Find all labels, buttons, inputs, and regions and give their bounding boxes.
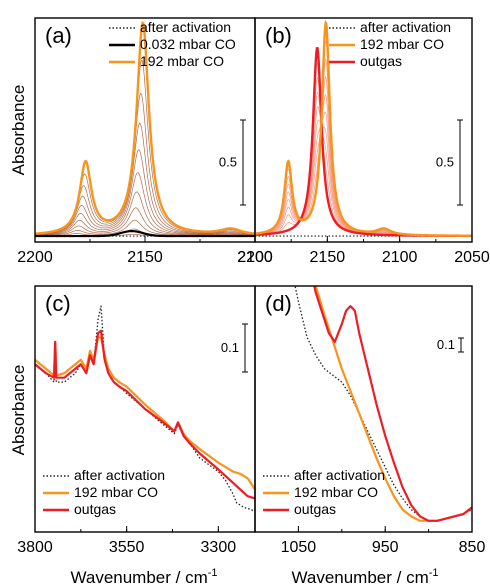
legend-label: outgas [360,53,402,69]
legend-label: outgas [74,501,116,517]
legend-label: 0.032 mbar CO [140,36,236,52]
series-outgas [35,329,255,500]
panel-label-c: (c) [45,291,71,316]
series-192-mbar-co [35,336,255,491]
plot-area-a [35,20,255,238]
series-intermediate-10 [35,59,255,235]
series-intermediate-8 [255,62,472,237]
series-intermediate-6 [35,172,255,236]
plot-area-d [294,286,472,522]
x-axis-title-right-text: Wavenumber / cm [291,568,428,587]
legend-label: 192 mbar CO [74,484,158,500]
x-tick-label: 2100 [237,249,273,266]
x-axis-title-left: Wavenumber / cm-1 [70,567,217,587]
plot-area-b [255,19,472,238]
y-axis-title-bottom: Absorbance [9,365,28,456]
series-intermediate-2 [255,58,472,237]
series-192-mbar [35,20,255,235]
series-low-pressure [35,229,255,238]
legend-label: after activation [360,19,451,35]
panel-label-a: (a) [45,23,72,48]
panel-label-d: (d) [265,291,292,316]
legend-label: outgas [294,501,336,517]
legend-label: 192 mbar CO [360,36,444,52]
x-axis-title-right: Wavenumber / cm-1 [291,567,438,587]
x-axis-title-left-text: Wavenumber / cm [70,568,207,587]
legend-label: after activation [74,467,165,483]
x-tick-label: 3300 [201,539,237,556]
x-tick-label: 2050 [454,249,490,266]
x-tick-label: 3550 [109,539,145,556]
x-axis-title-right-exp: -1 [429,567,439,579]
scale-bar-label: 0.5 [436,155,454,170]
legend-label: 192 mbar CO [140,53,224,69]
series-192-mbar [255,19,472,237]
legend-label: after activation [294,467,385,483]
series-outgas [313,286,472,522]
y-axis-title-top: Absorbance [9,85,28,176]
series-intermediate-8 [35,122,255,236]
x-tick-label: 2100 [382,249,418,266]
x-tick-label: 1050 [281,539,317,556]
x-tick-label: 2150 [310,249,346,266]
panel-label-b: (b) [265,23,292,48]
x-tick-label: 950 [372,539,399,556]
series-intermediate-1 [255,40,472,237]
plot-area-c [35,305,255,513]
scale-bar-label: 0.1 [437,337,455,352]
panel-frame-d [254,285,473,533]
series-intermediate-7 [35,149,255,236]
x-tick-label: 2150 [127,249,163,266]
x-tick-label: 2200 [17,249,53,266]
x-tick-label: 850 [459,539,486,556]
x-tick-label: 3800 [17,539,53,556]
scale-bar-label: 0.5 [219,155,237,170]
series-intermediate-5 [35,191,255,236]
x-tick-label: 2200 [237,249,273,266]
scale-bar-label: 0.1 [221,340,239,355]
legend-label: 192 mbar CO [294,484,378,500]
legend-label: after activation [140,19,231,35]
x-axis-title-left-exp: -1 [208,567,218,579]
